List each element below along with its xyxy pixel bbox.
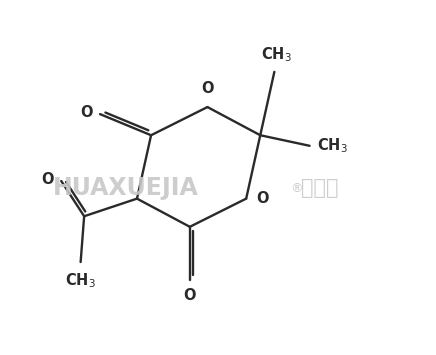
- Text: O: O: [256, 191, 269, 206]
- Text: CH$_3$: CH$_3$: [261, 45, 292, 64]
- Text: 化学加: 化学加: [301, 178, 338, 198]
- Text: ®: ®: [290, 181, 303, 195]
- Text: O: O: [41, 172, 54, 187]
- Text: O: O: [184, 289, 196, 304]
- Text: O: O: [201, 82, 214, 97]
- Text: CH$_3$: CH$_3$: [65, 271, 96, 290]
- Text: CH$_3$: CH$_3$: [317, 136, 348, 155]
- Text: HUAXUEJIA: HUAXUEJIA: [52, 176, 198, 200]
- Text: O: O: [80, 105, 92, 120]
